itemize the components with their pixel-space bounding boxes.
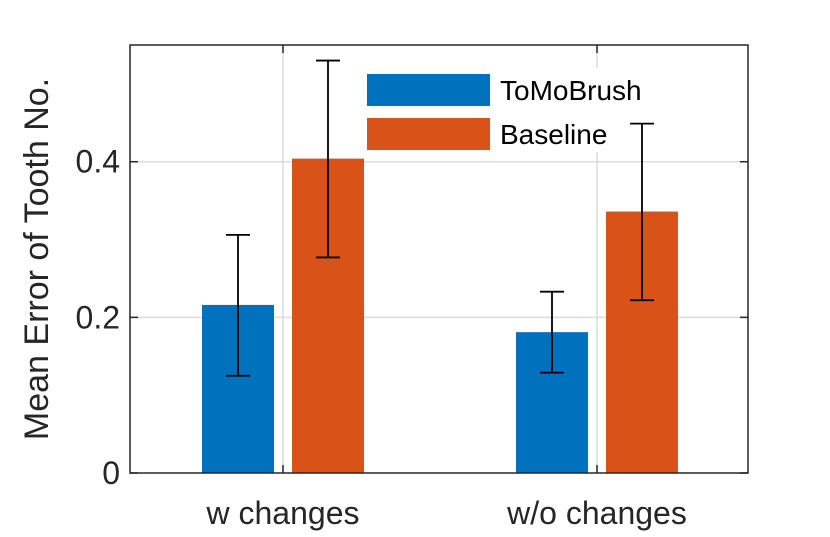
- legend: ToMoBrush Baseline: [366, 68, 642, 152]
- legend-swatch-baseline: [367, 118, 490, 150]
- bars: [202, 158, 678, 473]
- y-tick-labels: 0 0.2 0.4: [76, 144, 120, 491]
- y-tick-label: 0: [102, 455, 120, 491]
- y-axis-title: Mean Error of Tooth No.: [18, 78, 56, 440]
- plot-area-border: [129, 44, 749, 474]
- axis-ticks: [130, 45, 748, 474]
- x-tick-label: w changes: [206, 495, 360, 531]
- y-tick-label: 0.4: [76, 144, 120, 180]
- y-tick-label: 0.2: [76, 299, 120, 335]
- error-bars: [226, 59, 654, 377]
- legend-label-tomobrush: ToMoBrush: [500, 75, 642, 106]
- legend-label-baseline: Baseline: [500, 119, 607, 150]
- x-tick-label: w/o changes: [506, 495, 687, 531]
- legend-swatch-tomobrush: [367, 74, 490, 106]
- x-tick-labels: w changes w/o changes: [206, 495, 687, 531]
